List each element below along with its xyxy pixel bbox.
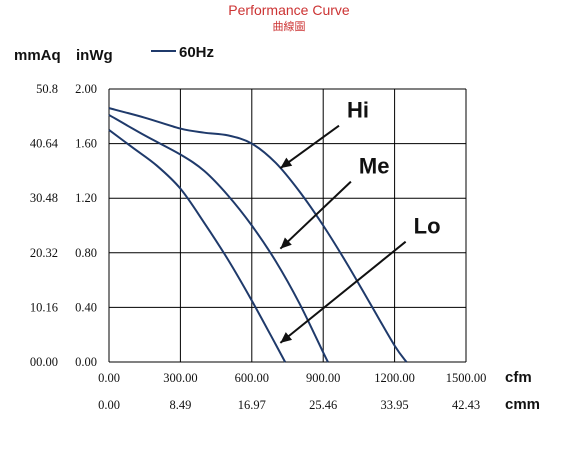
tick-labels: 0.00 300.00 600.00 900.00 1200.00 1500.00 0.00… [30, 82, 486, 412]
annotation-arrowhead [280, 332, 293, 343]
curve-me [108, 114, 329, 363]
y2-tick-label: 30.48 [30, 191, 58, 205]
y-tick-label: 0.80 [75, 246, 97, 260]
unit-inwg-label: inWg [76, 47, 113, 64]
legend-label: 60Hz [179, 44, 214, 61]
grid [108, 88, 467, 363]
chart-title: Performance Curve [228, 2, 350, 18]
x-tick-label: 1200.00 [374, 371, 415, 385]
x-tick-label: 0.00 [98, 371, 120, 385]
annotation-arrow-line [279, 124, 340, 169]
x-tick-label: 1500.00 [446, 371, 487, 385]
unit-mmaq-label: mmAq [14, 47, 61, 64]
x2-tick-label: 25.46 [309, 398, 337, 412]
y2-tick-label: 40.64 [30, 137, 59, 151]
y-tick-label: 2.00 [75, 82, 97, 96]
curves [108, 107, 408, 363]
curve-label-hi: Hi [347, 98, 369, 123]
y2-tick-label: 50.8 [36, 82, 58, 96]
annotation-arrowhead [280, 157, 293, 169]
y-tick-label: 1.60 [75, 137, 97, 151]
x2-tick-label: 42.43 [452, 398, 480, 412]
chart-subtitle: 曲線圖 [273, 19, 306, 33]
x2-tick-label: 0.00 [98, 398, 120, 412]
annotation-arrowhead [280, 237, 292, 249]
curve-hi [108, 107, 408, 363]
x-tick-label: 900.00 [306, 371, 340, 385]
x2-tick-label: 8.49 [169, 398, 191, 412]
unit-cmm-label: cmm [505, 396, 540, 413]
curve-label-lo: Lo [414, 214, 441, 239]
y-tick-label: 0.40 [75, 300, 97, 314]
x2-tick-label: 33.95 [381, 398, 409, 412]
annotations: Hi Me Lo [279, 98, 441, 344]
x2-tick-label: 16.97 [238, 398, 266, 412]
annotation-arrow-line [279, 180, 352, 250]
y2-tick-label: 00.00 [30, 355, 58, 369]
y2-tick-label: 10.16 [30, 300, 58, 314]
y-tick-label: 1.20 [75, 191, 97, 205]
y-tick-label: 0.00 [75, 355, 97, 369]
x-tick-label: 600.00 [235, 371, 269, 385]
curve-label-me: Me [359, 154, 390, 179]
annotation-arrow-line [279, 240, 407, 344]
x-tick-label: 300.00 [163, 371, 197, 385]
unit-cfm-label: cfm [505, 369, 532, 386]
y2-tick-label: 20.32 [30, 246, 58, 260]
curve-lo [108, 129, 287, 363]
